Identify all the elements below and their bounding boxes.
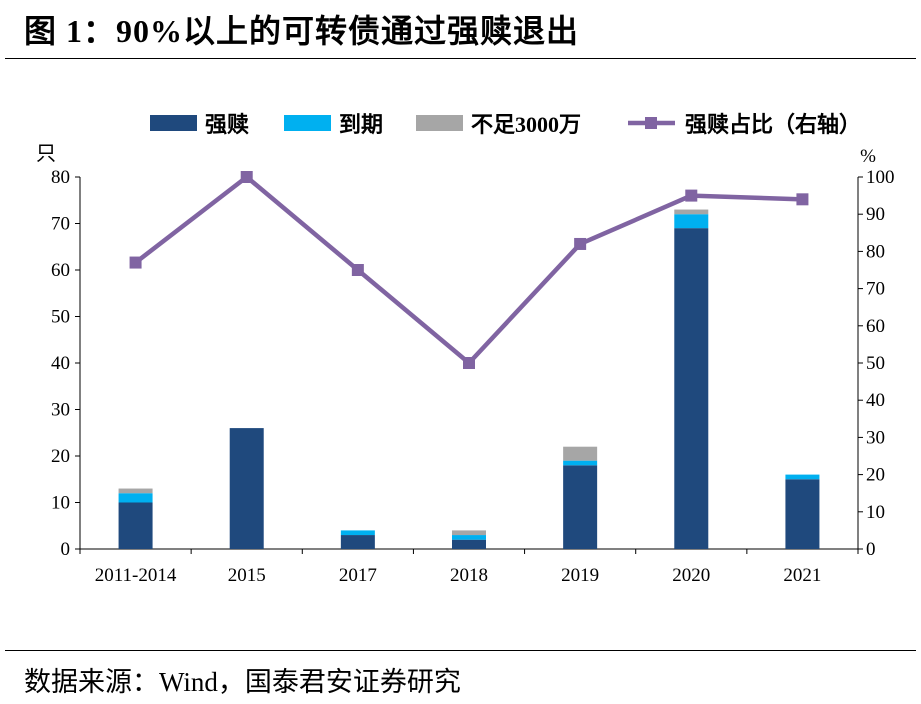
title-divider [5, 58, 916, 59]
y-right-tick-label: 10 [866, 502, 885, 523]
y-right-tick-label: 70 [866, 279, 885, 300]
x-tick-label: 2019 [561, 565, 599, 586]
figure-title: 图 1：90%以上的可转债通过强赎退出 [24, 13, 580, 49]
legend-line-marker [645, 117, 657, 129]
bars [118, 209, 820, 549]
bar-到期-2019 [563, 460, 598, 466]
bar-到期-2021 [785, 474, 820, 480]
legend-swatch-到期 [284, 115, 331, 131]
bar-强赎-2017 [340, 535, 375, 549]
y-right-tick-label: 20 [866, 465, 885, 486]
bar-强赎-2019 [563, 465, 598, 549]
x-tick-label: 2018 [450, 565, 488, 586]
x-tick-label: 2021 [783, 565, 821, 586]
y-right-tick-label: 100 [866, 167, 895, 188]
y-right-tick-label: 80 [866, 241, 885, 262]
footer-divider [5, 650, 916, 651]
y-left-tick-label: 50 [51, 307, 70, 328]
ratio-point-2020 [685, 189, 698, 202]
legend-swatch-不足3000万 [416, 115, 463, 131]
bar-强赎-2018 [452, 539, 486, 549]
y-axis-right-unit: % [860, 146, 876, 167]
x-tick-labels: 2011-2014 2015 2017 2018 2019 2020 2021 [95, 565, 822, 586]
bar-强赎-2011-2014 [118, 502, 153, 549]
y-right-tick-label: 60 [866, 316, 885, 337]
x-tick-label: 2011-2014 [95, 565, 177, 586]
ratio-point-2017 [351, 264, 364, 276]
legend-label: 强赎占比（右轴） [685, 112, 861, 137]
y-left-tick-label: 30 [51, 400, 70, 421]
y-right-tick-label: 90 [866, 204, 885, 225]
bar-不足3000万-2019 [563, 446, 598, 461]
source-note: 数据来源：Wind，国泰君安证券研究 [24, 667, 461, 697]
bar-到期-2018 [452, 535, 486, 540]
y-left-tick-label: 20 [51, 446, 70, 467]
y-left-tick-label: 10 [51, 493, 70, 514]
ratio-point-2018 [463, 357, 475, 369]
bar-强赎-2020 [674, 228, 709, 549]
x-tick-label: 2020 [672, 565, 710, 586]
ratio-line [129, 171, 809, 369]
ratio-point-2011-2014 [129, 256, 142, 269]
y-right-tick-label: 0 [866, 539, 876, 560]
y-left-tick-label: 80 [51, 167, 70, 188]
legend: 强赎 到期 不足3000万 强赎占比（右轴） [150, 112, 861, 137]
legend-swatch-强赎 [150, 115, 197, 131]
x-tick-label: 2015 [228, 565, 266, 586]
bar-强赎-2015 [229, 428, 264, 549]
chart: 强赎 到期 不足3000万 强赎占比（右轴） 只 % 0 10 20 30 40 50 60 70 8… [36, 112, 895, 586]
legend-label: 不足3000万 [471, 112, 581, 137]
axes: 0 10 20 30 40 50 60 70 80 0 10 20 30 40 50 60 70 80 90 100 [51, 167, 895, 560]
y-axis-left-unit: 只 [36, 143, 56, 165]
bar-不足3000万-2018 [452, 530, 486, 536]
y-right-tick-label: 50 [866, 353, 885, 374]
ratio-point-2019 [574, 237, 587, 250]
y-right-tick-label: 30 [866, 427, 885, 448]
ratio-point-2015 [240, 171, 253, 183]
bar-到期-2011-2014 [118, 493, 153, 503]
legend-label: 强赎 [205, 112, 249, 137]
y-left-tick-label: 70 [51, 214, 70, 235]
ratio-point-2021 [796, 193, 809, 206]
bar-强赎-2021 [785, 479, 820, 549]
bar-不足3000万-2011-2014 [118, 488, 153, 494]
legend-label: 到期 [339, 112, 383, 137]
x-tick-label: 2017 [339, 565, 377, 586]
y-right-tick-label: 40 [866, 390, 885, 411]
y-left-tick-label: 0 [61, 539, 71, 560]
bar-到期-2020 [674, 214, 709, 229]
y-left-tick-label: 40 [51, 353, 70, 374]
y-left-tick-label: 60 [51, 260, 70, 281]
bar-到期-2017 [340, 530, 375, 536]
bar-不足3000万-2020 [674, 209, 709, 215]
